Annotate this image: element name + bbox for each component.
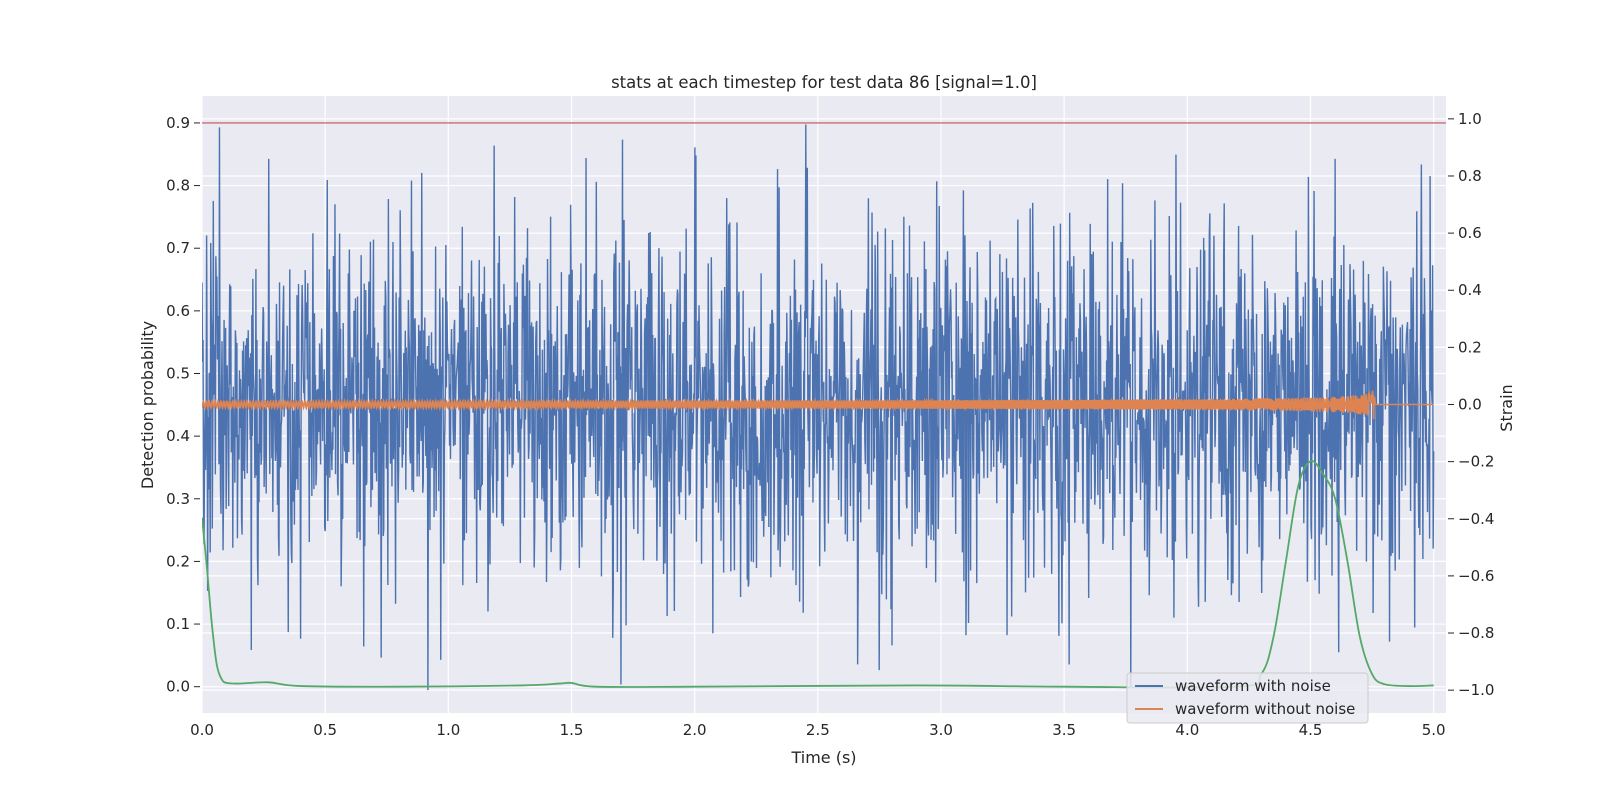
series-waveform-without-noise (202, 390, 1434, 420)
y-tick-label-left: 0.8 (166, 177, 190, 195)
y-tick-label-right: 1.0 (1458, 110, 1482, 128)
legend: waveform with noise waveform without noi… (1126, 672, 1369, 724)
x-tick-label: 3.0 (929, 721, 953, 739)
legend-label-with-noise: waveform with noise (1175, 677, 1331, 695)
y-tick-label-right: 0.0 (1458, 396, 1482, 414)
y-tick-label-left: 0.6 (166, 302, 190, 320)
series-detection-probability (202, 459, 1434, 689)
x-axis: 0.0 0.5 1.0 1.5 2.0 2.5 3.0 3.5 4.0 4.5 5.0 (190, 721, 1446, 739)
y-tick-label-right: −0.8 (1458, 624, 1494, 642)
y-axis-left: 0.0 0.1 0.2 0.3 0.4 0.5 0.6 0.7 0.8 0.9 (166, 114, 200, 696)
x-tick-label: 1.5 (560, 721, 584, 739)
y-tick-label-left: 0.3 (166, 490, 190, 508)
y-tick-label-right: −0.4 (1458, 510, 1494, 528)
x-tick-label: 0.0 (190, 721, 214, 739)
y-tick-label-right: 0.4 (1458, 281, 1482, 299)
y-tick-label-left: 0.5 (166, 364, 190, 382)
y-tick-label-right: 0.2 (1458, 338, 1482, 356)
x-tick-label: 5.0 (1422, 721, 1446, 739)
y-tick-label-left: 0.0 (166, 678, 190, 696)
y-axis-right: −1.0 −0.8 −0.6 −0.4 −0.2 0.0 0.2 0.4 0.6 0.8 1.0 (1448, 110, 1494, 699)
x-tick-label: 3.5 (1052, 721, 1076, 739)
x-tick-label: 1.0 (436, 721, 460, 739)
chart-title: stats at each timestep for test data 86 … (611, 73, 1037, 92)
x-tick-label: 4.0 (1175, 721, 1199, 739)
x-tick-label: 4.5 (1299, 721, 1323, 739)
legend-box (1126, 672, 1369, 724)
x-tick-label: 0.5 (313, 721, 337, 739)
legend-label-without-noise: waveform without noise (1175, 700, 1355, 718)
y-tick-label-left: 0.1 (166, 615, 190, 633)
x-axis-label: Time (s) (790, 748, 856, 767)
x-tick-label: 2.0 (683, 721, 707, 739)
y-axis-right-label: Strain (1497, 384, 1516, 431)
y-tick-label-left: 0.9 (166, 114, 190, 132)
y-tick-label-right: 0.8 (1458, 167, 1482, 185)
y-tick-label-right: 0.6 (1458, 224, 1482, 242)
y-tick-label-right: −0.6 (1458, 567, 1494, 585)
y-tick-label-left: 0.7 (166, 239, 190, 257)
y-tick-label-left: 0.4 (166, 427, 190, 445)
y-axis-left-label: Detection probability (138, 321, 157, 489)
y-tick-label-left: 0.2 (166, 552, 190, 570)
y-tick-label-right: −1.0 (1458, 681, 1494, 699)
x-tick-label: 2.5 (806, 721, 830, 739)
y-tick-label-right: −0.2 (1458, 453, 1494, 471)
plot-area (202, 122, 1446, 691)
